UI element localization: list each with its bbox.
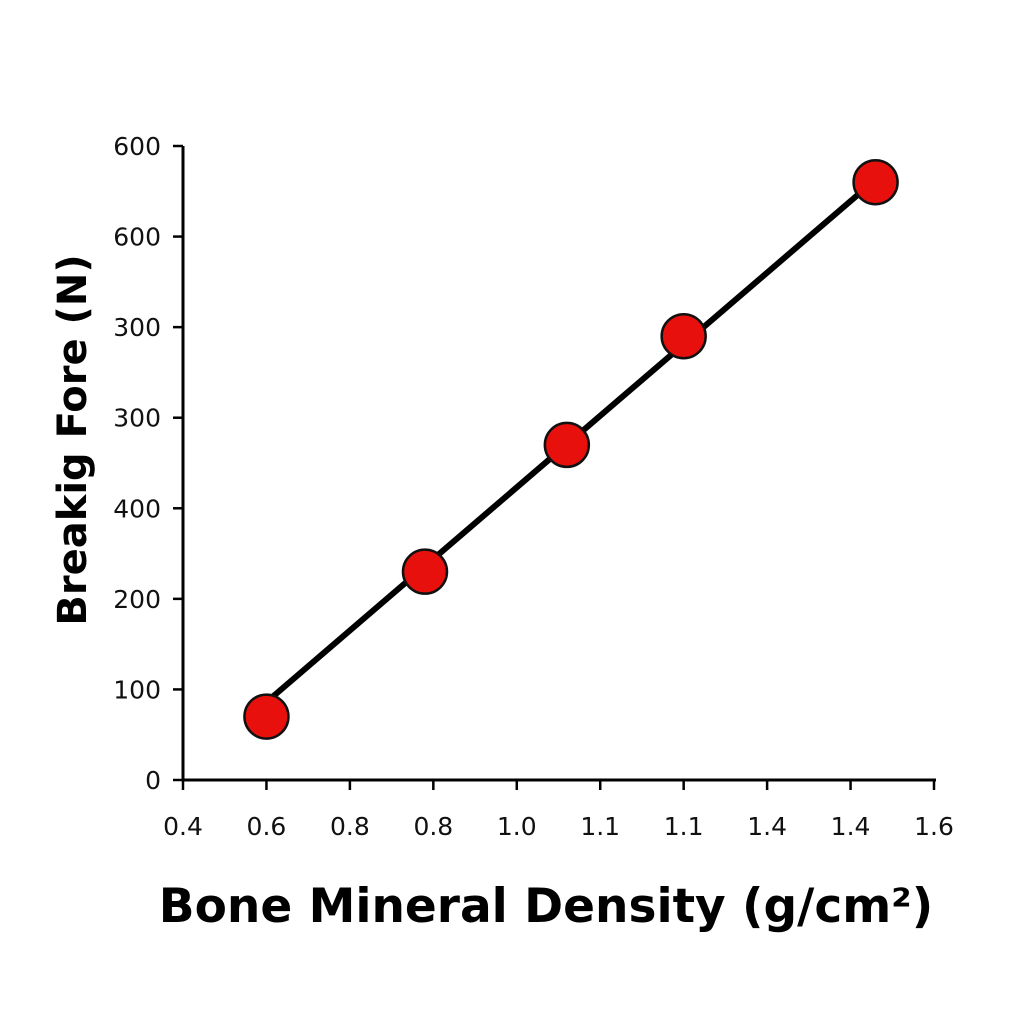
x-tick-label: 1.4 [747, 812, 787, 841]
ticks: 0.4 0.6 0.8 0.8 1.0 1.1 1.1 1.4 1.4 1.6 0 100 200 400… [113, 132, 954, 841]
x-tick-label: 1.1 [580, 812, 620, 841]
x-tick-label: 0.8 [330, 812, 370, 841]
x-tick-label: 1.4 [831, 812, 871, 841]
y-tick-label: 0 [145, 766, 161, 795]
data-point [543, 421, 591, 469]
data-point [852, 158, 899, 206]
x-tick-label: 0.4 [163, 812, 203, 841]
y-tick-label: 300 [113, 404, 161, 433]
data-point [243, 693, 290, 740]
axes [181, 146, 936, 782]
y-tick-label: 300 [113, 313, 161, 342]
y-tick-label: 600 [113, 223, 161, 252]
x-tick-label: 1.1 [664, 812, 704, 841]
x-tick-label: 0.6 [247, 812, 287, 841]
x-tick-label: 0.8 [413, 812, 453, 841]
data-points [243, 158, 899, 740]
data-point [660, 312, 707, 360]
x-tick-label: 1.6 [914, 812, 954, 841]
x-axis-title: Bone Mineral Density (g/cm²) [159, 879, 934, 934]
data-point [401, 548, 449, 595]
y-axis-title: Breakig Fore (N) [50, 254, 96, 625]
y-tick-label: 400 [113, 494, 161, 523]
x-tick-label: 1.0 [497, 812, 537, 841]
y-tick-label: 200 [113, 585, 161, 614]
y-tick-label: 600 [113, 132, 161, 161]
y-tick-label: 100 [113, 675, 161, 704]
